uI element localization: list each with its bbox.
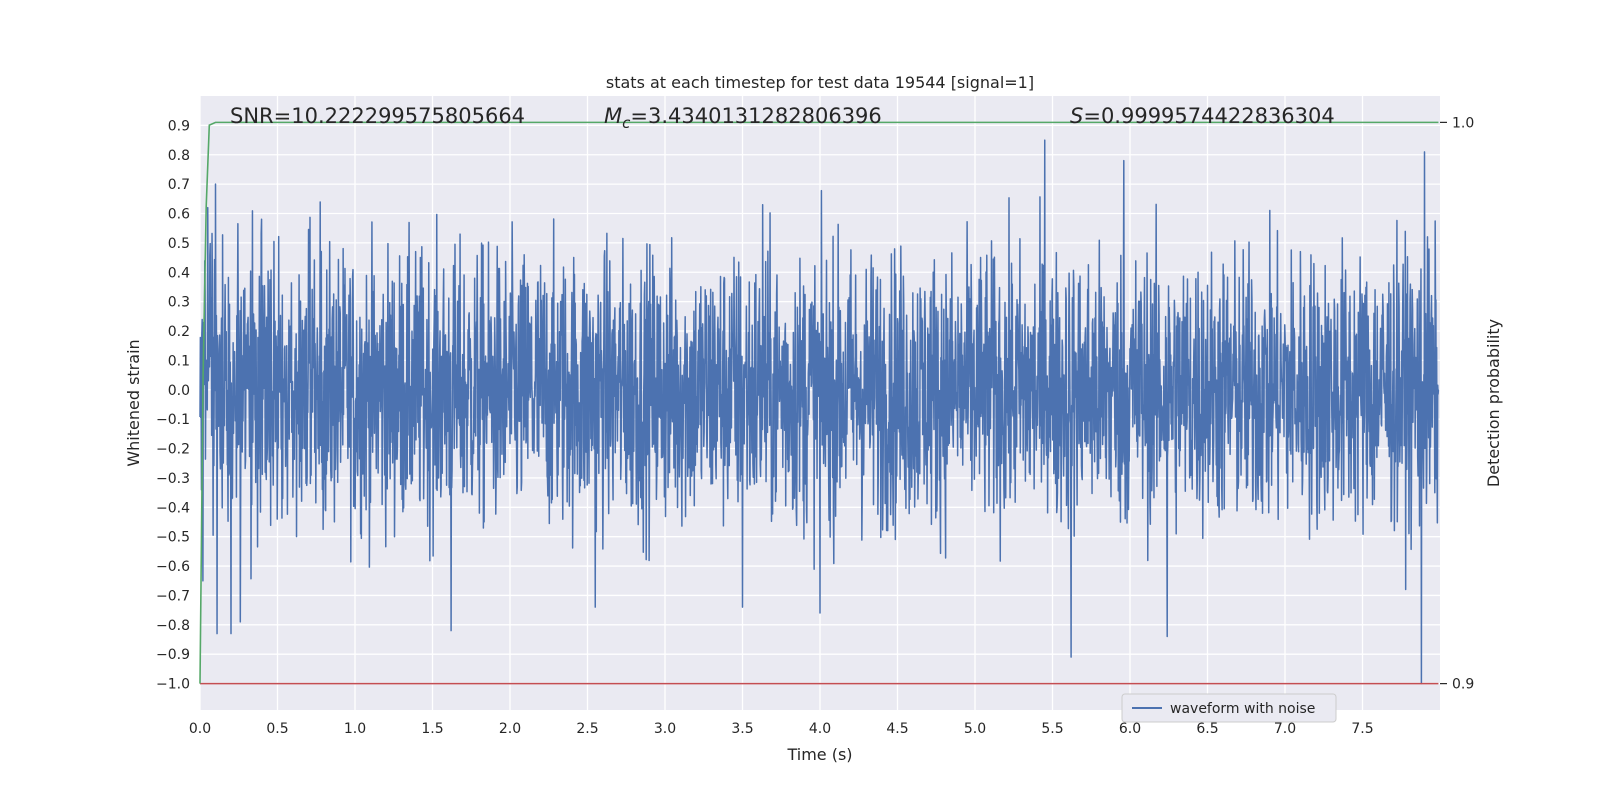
x-tick-label: 1.0 <box>344 721 366 737</box>
x-tick-label: 0.5 <box>266 721 288 737</box>
y-tick-label: −0.8 <box>156 618 190 634</box>
y-tick-label: −1.0 <box>156 677 190 693</box>
y-tick-label: 0.1 <box>168 353 190 369</box>
y-tick-label: 0.0 <box>168 383 190 399</box>
y-tick-label: 0.2 <box>168 324 190 340</box>
x-axis-label: Time (s) <box>786 745 852 764</box>
y2-axis-label: Detection probability <box>1484 319 1503 487</box>
y-tick-label: 0.5 <box>168 236 190 252</box>
y-axis-ticks: 0.9 0.8 0.7 0.6 0.5 0.4 0.3 0.2 0.1 0.0 −0.1 −0.2 −0… <box>156 118 190 692</box>
waveform-series <box>199 139 1440 685</box>
x-tick-label: 6.0 <box>1119 721 1141 737</box>
y2-axis-ticks: 1.0 0.9 <box>1440 115 1474 693</box>
y-tick-label: −0.6 <box>156 559 190 575</box>
y-tick-label: −0.9 <box>156 647 190 663</box>
y-tick-label: −0.7 <box>156 588 190 604</box>
x-tick-label: 2.5 <box>576 721 598 737</box>
y-tick-label: −0.3 <box>156 471 190 487</box>
y2-tick-label: 1.0 <box>1452 115 1474 131</box>
probability-series <box>199 121 1439 685</box>
x-tick-label: 1.5 <box>421 721 443 737</box>
x-tick-label: 5.5 <box>1041 721 1063 737</box>
x-tick-label: 5.0 <box>964 721 986 737</box>
snr-annotation: SNR=10.222299575805664 <box>230 104 525 128</box>
y-tick-label: 0.6 <box>168 207 190 223</box>
detection-probability-line <box>199 121 1439 684</box>
s-value: =0.9999574422836304 <box>1083 104 1334 128</box>
y-tick-label: 0.8 <box>168 148 190 164</box>
x-tick-label: 3.5 <box>731 721 753 737</box>
legend-box <box>1121 693 1337 723</box>
y-tick-label: 0.4 <box>168 265 190 281</box>
chart-title: stats at each timestep for test data 195… <box>606 73 1034 92</box>
x-tick-label: 2.0 <box>499 721 521 737</box>
x-tick-label: 4.0 <box>809 721 831 737</box>
chirp-mass-value: =3.4340131282806396 <box>630 104 881 128</box>
x-tick-label: 6.5 <box>1196 721 1218 737</box>
x-tick-label: 4.5 <box>886 721 908 737</box>
waveform-line <box>199 139 1440 685</box>
x-tick-label: 7.0 <box>1274 721 1296 737</box>
x-axis-ticks: 0.0 0.5 1.0 1.5 2.0 2.5 3.0 3.5 4.0 4.5 5.0 5.5 6.0 6… <box>189 721 1374 737</box>
chirp-mass-symbol: M <box>604 104 622 128</box>
x-tick-label: 0.0 <box>189 721 211 737</box>
s-annotation: S=0.9999574422836304 <box>1070 104 1335 128</box>
y-tick-label: 0.9 <box>168 118 190 134</box>
x-tick-label: 7.5 <box>1351 721 1373 737</box>
s-symbol: S <box>1070 104 1083 128</box>
y-axis-label: Whitened strain <box>124 339 143 466</box>
chirp-mass-subscript: c <box>622 114 631 132</box>
x-tick-label: 3.0 <box>654 721 676 737</box>
y-tick-label: −0.2 <box>156 442 190 458</box>
legend-label: waveform with noise <box>1170 701 1315 717</box>
y2-tick-label: 0.9 <box>1452 677 1474 693</box>
y-tick-label: 0.7 <box>168 177 190 193</box>
y-tick-label: −0.5 <box>156 530 190 546</box>
y-tick-label: −0.4 <box>156 500 190 516</box>
chirp-mass-annotation: Mc=3.4340131282806396 <box>604 104 882 132</box>
legend: waveform with noise <box>1121 693 1337 723</box>
y-tick-label: 0.3 <box>168 295 190 311</box>
y-tick-label: −0.1 <box>156 412 190 428</box>
